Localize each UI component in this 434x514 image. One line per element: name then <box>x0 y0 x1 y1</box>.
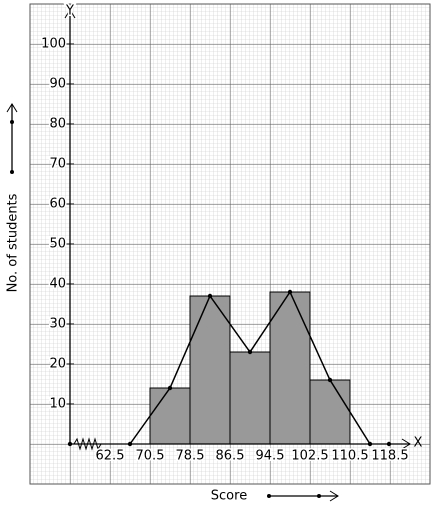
axis-dot <box>386 441 392 447</box>
x-tick-label: 102.5 <box>291 449 328 464</box>
y-tick-label: 50 <box>49 237 66 252</box>
polygon-point <box>207 293 213 299</box>
deco-arrow-head <box>6 103 18 113</box>
y-label: No. of students <box>6 193 21 292</box>
x-tick-label: 70.5 <box>136 449 165 464</box>
x-tick-label: 94.5 <box>256 449 285 464</box>
plot <box>127 289 373 447</box>
y-tick-label: 100 <box>41 37 66 52</box>
x-tick-label: 86.5 <box>216 449 245 464</box>
polygon-point <box>247 349 253 355</box>
y-tick-label: 70 <box>49 157 66 172</box>
y-tick-label: 10 <box>49 397 66 412</box>
y-tick-label: 80 <box>49 117 66 132</box>
x-tick-label: 62.5 <box>96 449 125 464</box>
bar <box>189 295 231 445</box>
bar <box>309 379 351 445</box>
deco-dot <box>317 494 321 498</box>
deco-arrow-head <box>329 490 339 502</box>
x-letter: X <box>414 436 423 451</box>
deco-dot <box>10 170 14 174</box>
x-tick-label: 78.5 <box>176 449 205 464</box>
polygon-point <box>327 377 333 383</box>
deco-dot <box>10 120 14 124</box>
origin-dot <box>67 441 73 447</box>
polygon-point <box>287 289 293 295</box>
x-label: Score <box>211 489 247 504</box>
axis-break <box>73 437 102 451</box>
y-tick-label: 40 <box>49 277 66 292</box>
x-arrow <box>401 438 411 450</box>
y-tick-label: 20 <box>49 357 66 372</box>
x-tick-label: 110.5 <box>331 449 368 464</box>
deco-dot <box>267 494 271 498</box>
y-tick-label: 90 <box>49 77 66 92</box>
bar <box>149 387 191 445</box>
y-tick-label: 60 <box>49 197 66 212</box>
bar <box>229 351 271 445</box>
polygon-point <box>167 385 173 391</box>
y-letter: Y <box>65 4 74 19</box>
y-arrow <box>64 9 76 19</box>
x-tick-label: 118.5 <box>371 449 408 464</box>
bar <box>269 291 311 445</box>
y-tick-label: 30 <box>49 317 66 332</box>
